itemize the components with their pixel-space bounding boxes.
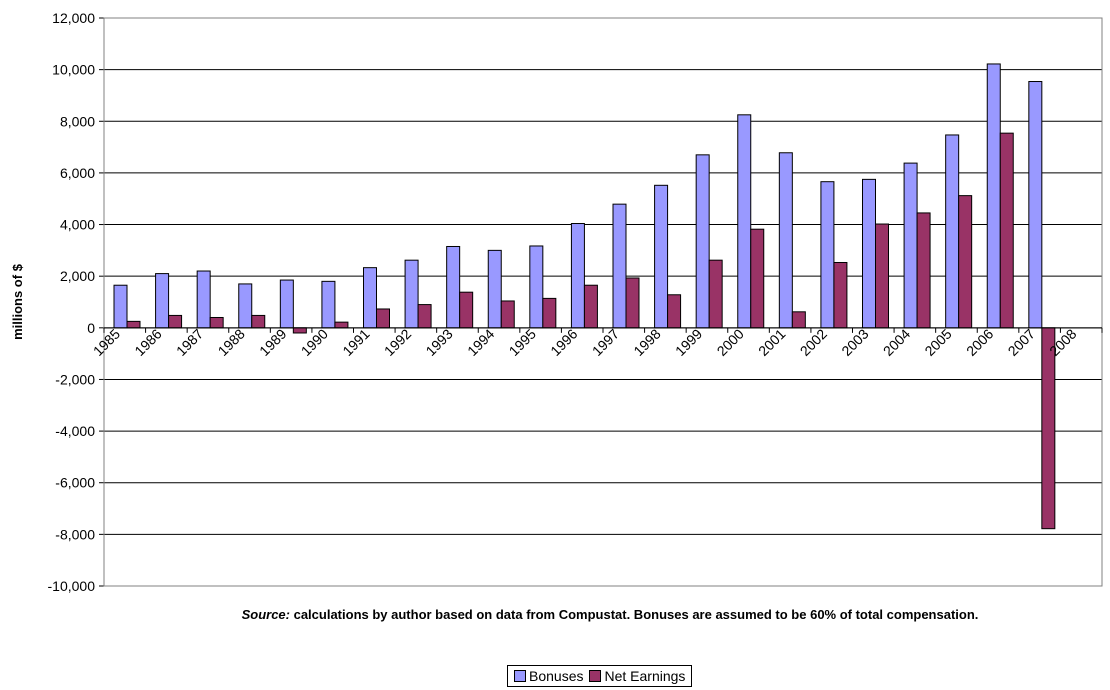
x-tick-label: 2007 [1005,325,1038,358]
bar-net-earnings [667,294,682,329]
x-tick-label: 1988 [215,325,248,358]
bar-bonuses [238,283,253,329]
bar-net-earnings [459,291,474,329]
bar-bonuses [820,181,835,329]
bar-net-earnings [916,212,931,329]
y-tick-label: -2,000 [55,371,95,387]
bar-bonuses [155,273,170,329]
y-axis-label: millions of $ [10,263,25,340]
chart-caption: Source: calculations by author based on … [170,605,1050,624]
bar-net-earnings [500,300,515,329]
x-tick-label: 1996 [547,325,580,358]
legend-item-net-earnings: Net Earnings [589,668,685,684]
x-tick-label: 2001 [755,325,788,358]
x-tick-label: 1986 [131,325,164,358]
bar-net-earnings [376,308,390,329]
bar-bonuses [612,203,627,329]
bar-bonuses [446,245,461,329]
bar-net-earnings [708,259,723,329]
y-tick-label: -8,000 [55,526,95,542]
x-tick-label: 2005 [921,325,954,358]
x-tick-label: 1991 [339,325,372,358]
bar-net-earnings [126,320,141,329]
y-tick-label: 4,000 [60,217,95,233]
bar-bonuses [695,154,710,329]
caption-text: calculations by author based on data fro… [289,607,979,622]
y-tick-label: 6,000 [60,165,95,181]
bar-net-earnings [1041,327,1056,530]
bar-net-earnings [168,314,183,329]
bar-net-earnings [417,304,432,329]
x-tick-label: 1989 [256,325,289,358]
bar-bonuses [570,223,585,329]
x-tick-label: 1998 [630,325,663,358]
bar-bonuses [529,245,544,329]
y-tick-label: 0 [87,320,95,336]
bar-net-earnings [833,261,848,329]
bar-net-earnings [542,297,557,329]
x-tick-label: 2006 [963,325,996,358]
y-tick-label: -10,000 [48,578,96,594]
bar-net-earnings [791,311,806,329]
x-tick-label: 1999 [672,325,705,358]
x-tick-label: 2002 [797,325,830,358]
y-tick-label: -4,000 [55,423,95,439]
bar-bonuses [196,270,211,329]
legend-label-bonuses: Bonuses [529,668,584,684]
bar-bonuses [404,259,419,329]
bar-bonuses [1028,81,1043,329]
y-tick-label: 2,000 [60,268,95,284]
y-tick-label: 12,000 [52,10,95,26]
bar-net-earnings [750,228,765,329]
bar-bonuses [862,178,876,329]
bar-bonuses [279,279,294,329]
x-tick-label: 1995 [506,325,539,358]
x-tick-label: 1994 [464,325,497,358]
bar-bonuses [778,152,793,329]
plot-area [103,17,1103,587]
caption-source-label: Source: [241,607,290,622]
x-tick-label: 1997 [589,325,622,358]
legend-label-net-earnings: Net Earnings [604,668,686,684]
bar-bonuses [654,184,669,329]
legend-swatch-bonuses [514,670,526,682]
bar-net-earnings [251,314,266,329]
bar-bonuses [986,63,1001,329]
bar-net-earnings [209,316,224,329]
bar-bonuses [113,284,128,329]
bar-bonuses [737,114,752,329]
y-tick-label: -6,000 [55,475,95,491]
bar-net-earnings [999,132,1014,329]
legend-swatch-net-earnings [589,670,602,682]
bar-bonuses [945,134,960,329]
legend-item-bonuses: Bonuses [514,668,583,684]
legend: Bonuses Net Earnings [507,665,693,687]
bar-net-earnings [334,321,349,329]
bar-net-earnings [875,223,889,329]
bar-bonuses [321,280,336,329]
bar-bonuses [363,267,377,329]
bar-net-earnings [583,284,598,329]
y-tick-label: 8,000 [60,113,95,129]
x-tick-label: 2000 [714,325,747,358]
x-tick-label: 2004 [880,325,913,358]
x-tick-label: 2003 [838,325,871,358]
y-tick-label: 10,000 [52,62,95,78]
bar-net-earnings [625,277,640,329]
bar-net-earnings [958,195,973,329]
x-tick-label: 1993 [422,325,455,358]
bar-bonuses [903,162,918,329]
x-tick-label: 1987 [173,325,206,358]
bar-net-earnings [292,327,307,334]
x-tick-label: 1992 [381,325,414,358]
bar-bonuses [487,249,502,329]
